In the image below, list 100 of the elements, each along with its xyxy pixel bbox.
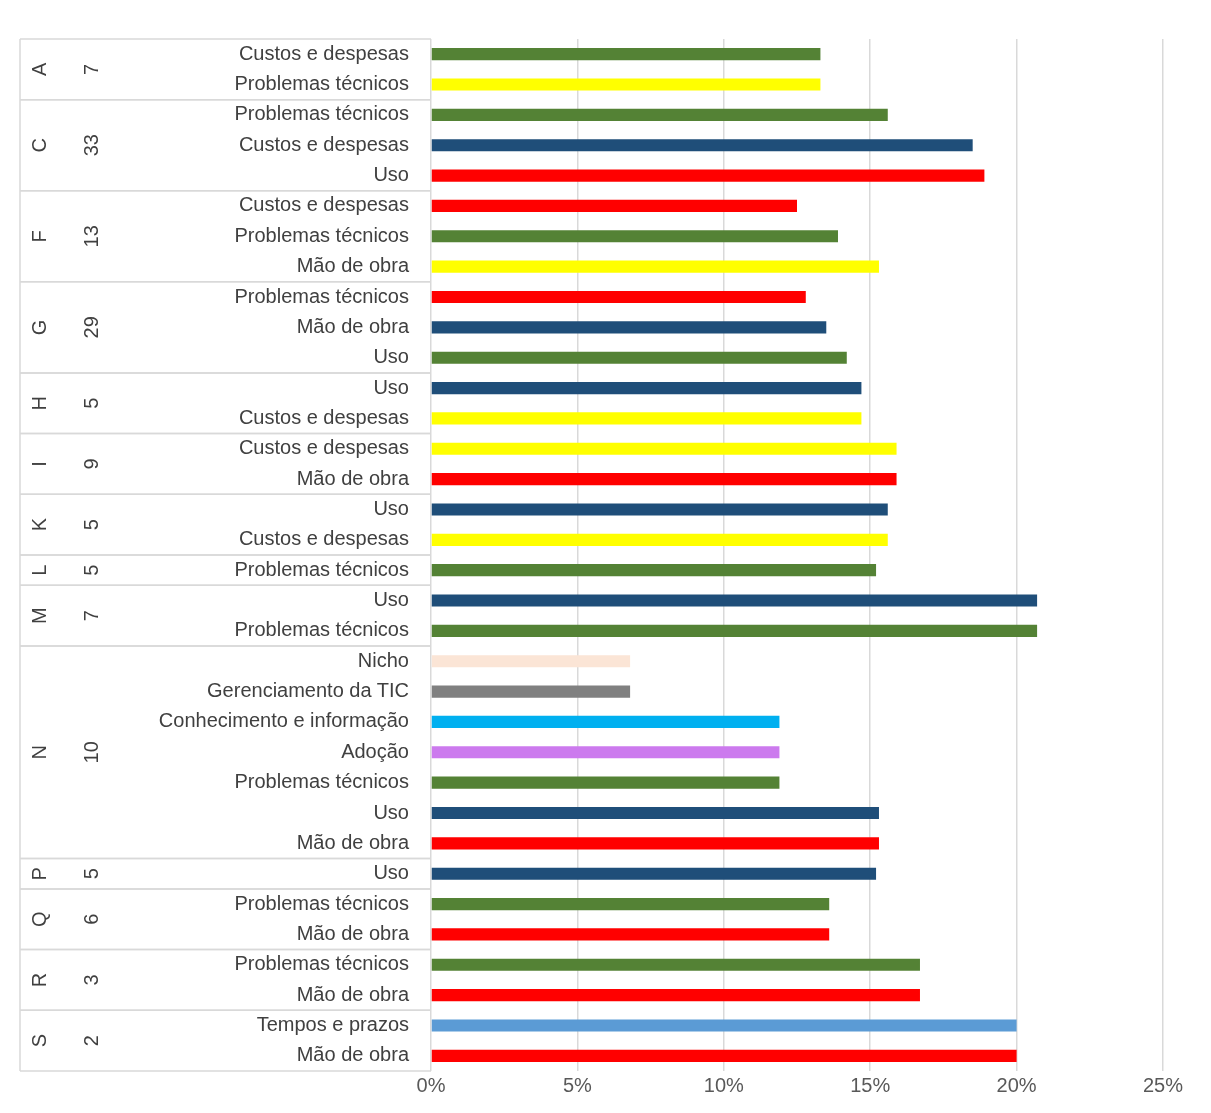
text: F: [27, 230, 50, 243]
text: 2: [79, 1035, 102, 1047]
bar: [431, 108, 888, 121]
bar: [431, 321, 827, 334]
y-tick-label: Problemas técnicos: [234, 284, 409, 307]
bar: [431, 533, 888, 546]
y-tick-label: Gerenciamento da TIC: [207, 679, 409, 702]
y-tick-label: Mão de obra: [296, 1043, 410, 1066]
bar: [431, 503, 888, 516]
y-tick-label: Uso: [373, 588, 409, 611]
text: C: [27, 138, 50, 153]
text: A: [27, 62, 50, 77]
bar: [431, 412, 862, 425]
x-tick-label: 15%: [850, 1073, 891, 1096]
bar: [431, 685, 631, 698]
bar: [431, 230, 838, 243]
y-tick-label: Problemas técnicos: [234, 891, 409, 914]
bar: [431, 351, 847, 364]
y-tick-label: Custos e despesas: [238, 436, 409, 459]
bar: [431, 1019, 1017, 1032]
bar: [431, 928, 830, 941]
y-tick-label: Problemas técnicos: [234, 770, 409, 793]
y-tick-label: Mão de obra: [296, 314, 410, 337]
y-tick-label: Uso: [373, 345, 409, 368]
text: 10: [79, 741, 102, 764]
bar: [431, 139, 973, 152]
text: 7: [79, 63, 102, 75]
x-tick-label: 0%: [416, 1073, 446, 1096]
text: R: [27, 972, 50, 988]
y-tick-label: Mão de obra: [296, 921, 410, 944]
text: 7: [79, 610, 102, 622]
bar: [431, 48, 821, 61]
text: L: [27, 564, 50, 576]
y-tick-label: Conhecimento e informação: [158, 709, 409, 732]
y-tick-label: Problemas técnicos: [234, 72, 409, 95]
bar: [431, 746, 780, 759]
text: H: [27, 396, 50, 411]
y-tick-label: Custos e despesas: [238, 193, 409, 216]
bar: [431, 806, 879, 820]
bar: [431, 776, 780, 789]
text: 5: [79, 397, 102, 409]
y-tick-label: Custos e despesas: [238, 527, 409, 550]
text: 5: [79, 519, 102, 531]
bar: [431, 290, 806, 304]
text: K: [27, 517, 50, 532]
bar: [431, 169, 985, 182]
y-tick-label: Adoção: [341, 739, 409, 762]
bar: [431, 260, 879, 273]
x-tick-label: 10%: [703, 1073, 745, 1096]
text: 5: [79, 564, 102, 576]
bar: [431, 473, 897, 486]
y-tick-label: Uso: [373, 375, 409, 398]
y-tick-label: Tempos e prazos: [256, 1012, 409, 1035]
text: Q: [27, 911, 50, 928]
y-tick-label: Uso: [373, 163, 409, 186]
text: 13: [79, 225, 102, 248]
bar: [431, 715, 780, 729]
text: M: [27, 607, 50, 625]
y-tick-label: Mão de obra: [296, 982, 410, 1005]
bar: [431, 594, 1038, 607]
bar: [431, 78, 821, 91]
text: 33: [79, 134, 102, 157]
bar: [431, 199, 797, 213]
text: P: [27, 867, 50, 881]
y-tick-label: Uso: [373, 496, 409, 519]
y-tick-label: Problemas técnicos: [234, 223, 409, 246]
y-tick-label: Uso: [373, 800, 409, 823]
text: I: [27, 461, 50, 467]
y-tick-label: Problemas técnicos: [234, 618, 409, 641]
y-tick-label: Mão de obra: [296, 466, 410, 489]
text: G: [27, 319, 50, 336]
bar: [431, 867, 877, 880]
bar: [431, 958, 920, 971]
y-tick-label: Mão de obra: [296, 254, 410, 277]
x-tick-label: 5%: [562, 1073, 593, 1096]
y-tick-label: Custos e despesas: [238, 132, 409, 155]
text: S: [27, 1033, 50, 1048]
y-tick-label: Uso: [373, 861, 409, 884]
bar: [431, 564, 877, 577]
bar: [431, 442, 897, 455]
text: 6: [79, 913, 102, 925]
bar: [431, 989, 920, 1002]
y-tick-label: Custos e despesas: [238, 405, 409, 428]
y-tick-label: Nicho: [357, 648, 409, 671]
bar: [431, 1049, 1017, 1062]
text: 5: [79, 868, 102, 880]
x-tick-label: 25%: [1142, 1073, 1184, 1096]
y-tick-label: Mão de obra: [296, 830, 410, 853]
y-tick-label: Problemas técnicos: [234, 952, 409, 975]
bar: [431, 381, 862, 395]
text: N: [27, 745, 50, 760]
y-tick-label: Custos e despesas: [238, 41, 409, 64]
y-tick-label: Problemas técnicos: [234, 102, 409, 125]
x-tick-label: 20%: [996, 1073, 1037, 1096]
text: 29: [79, 316, 102, 339]
text: 3: [79, 974, 102, 986]
y-tick-label: Problemas técnicos: [234, 557, 409, 580]
bar: [431, 655, 631, 668]
bar: [431, 897, 830, 911]
text: 9: [79, 458, 102, 470]
